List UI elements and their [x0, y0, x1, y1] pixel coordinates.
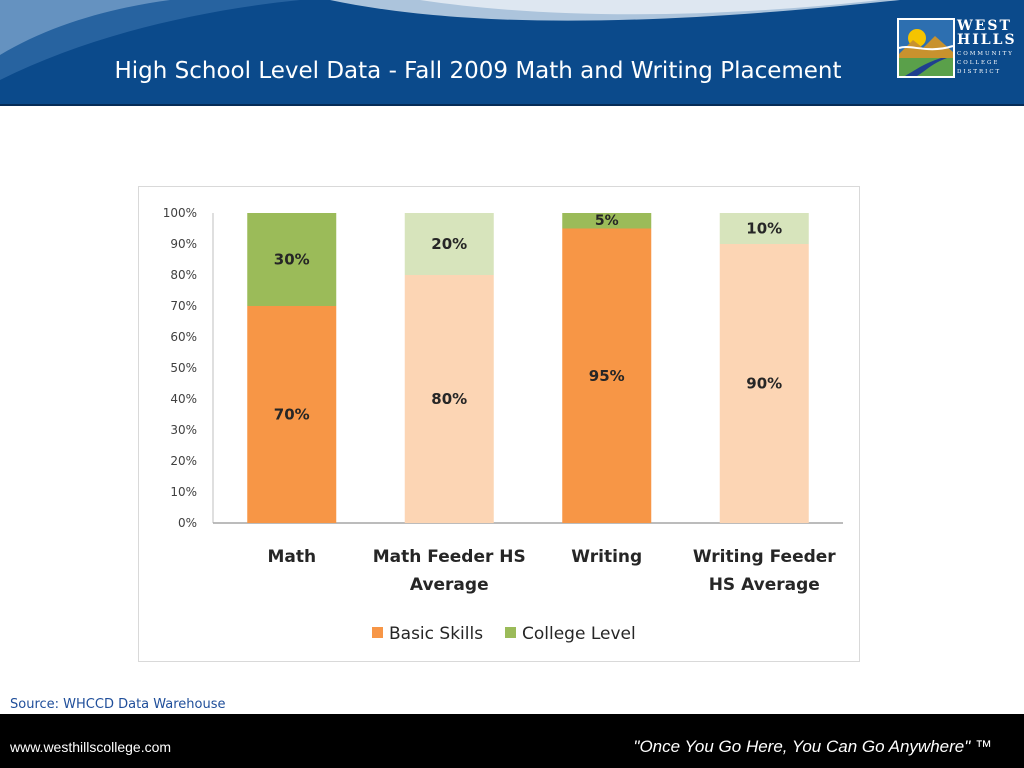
header-swoosh-graphic: [0, 0, 900, 80]
bar-college-level: [562, 213, 652, 229]
y-tick-label: 30%: [170, 423, 197, 437]
footer-tagline: "Once You Go Here, You Can Go Anywhere" …: [633, 737, 992, 756]
data-label: 95%: [589, 367, 625, 385]
mountains-sun-road-logo-icon: [897, 18, 955, 78]
x-category-label: Writing Feeder: [693, 547, 836, 567]
bar-college-level: [719, 213, 809, 244]
y-tick-label: 10%: [170, 485, 197, 499]
bar-basic-skills: [562, 228, 652, 523]
x-category-label: Writing: [571, 547, 642, 567]
slide-title: High School Level Data - Fall 2009 Math …: [114, 58, 842, 84]
y-tick-label: 20%: [170, 454, 197, 468]
data-label: 20%: [431, 235, 467, 253]
footer-website-link[interactable]: www.westhillscollege.com: [10, 739, 172, 755]
bar-college-level: [247, 213, 337, 306]
x-category-label: Average: [410, 575, 489, 595]
logo-word-community: COMMUNITY: [957, 51, 1014, 57]
y-tick-label: 90%: [170, 237, 197, 251]
chart-frame: 0% 10% 20% 30% 40% 50% 60% 70% 80% 90% 100% 70% 30% M…: [138, 186, 860, 662]
x-category-label: Math Feeder HS: [373, 547, 526, 567]
logo-word-district: DISTRICT: [957, 69, 1002, 75]
footer-bar: www.westhillscollege.com "Once You Go He…: [0, 714, 1024, 768]
y-tick-label: 100%: [163, 206, 197, 220]
y-tick-label: 70%: [170, 299, 197, 313]
bar-college-level: [404, 213, 494, 275]
data-label: 5%: [595, 213, 619, 229]
west-hills-logo: WEST HILLS COMMUNITY COLLEGE DISTRICT: [897, 18, 1015, 78]
legend-swatch-basic-skills: [372, 627, 383, 638]
y-tick-label: 50%: [170, 361, 197, 375]
legend-swatch-college-level: [505, 627, 516, 638]
bar-basic-skills: [404, 275, 494, 523]
legend-label: Basic Skills: [389, 624, 483, 644]
data-label: 70%: [274, 406, 310, 424]
x-category-label: HS Average: [709, 575, 820, 595]
y-tick-label: 80%: [170, 268, 197, 282]
data-label: 30%: [274, 251, 310, 269]
x-category-label: Math: [267, 547, 316, 567]
source-note: Source: WHCCD Data Warehouse: [10, 697, 226, 712]
stacked-bar-chart: 0% 10% 20% 30% 40% 50% 60% 70% 80% 90% 100% 70% 30% M…: [163, 206, 843, 644]
legend-label: College Level: [522, 624, 636, 644]
y-tick-label: 0%: [178, 516, 197, 530]
logo-word-hills: HILLS: [957, 32, 1017, 48]
data-label: 90%: [746, 375, 782, 393]
bar-basic-skills: [719, 244, 809, 523]
data-label: 10%: [746, 220, 782, 238]
y-tick-label: 40%: [170, 392, 197, 406]
data-label: 80%: [431, 390, 467, 408]
y-tick-label: 60%: [170, 330, 197, 344]
header-banner: High School Level Data - Fall 2009 Math …: [0, 0, 1024, 106]
logo-word-college: COLLEGE: [957, 60, 1000, 66]
logo-word-west: WEST: [957, 18, 1012, 34]
bar-basic-skills: [247, 306, 337, 523]
